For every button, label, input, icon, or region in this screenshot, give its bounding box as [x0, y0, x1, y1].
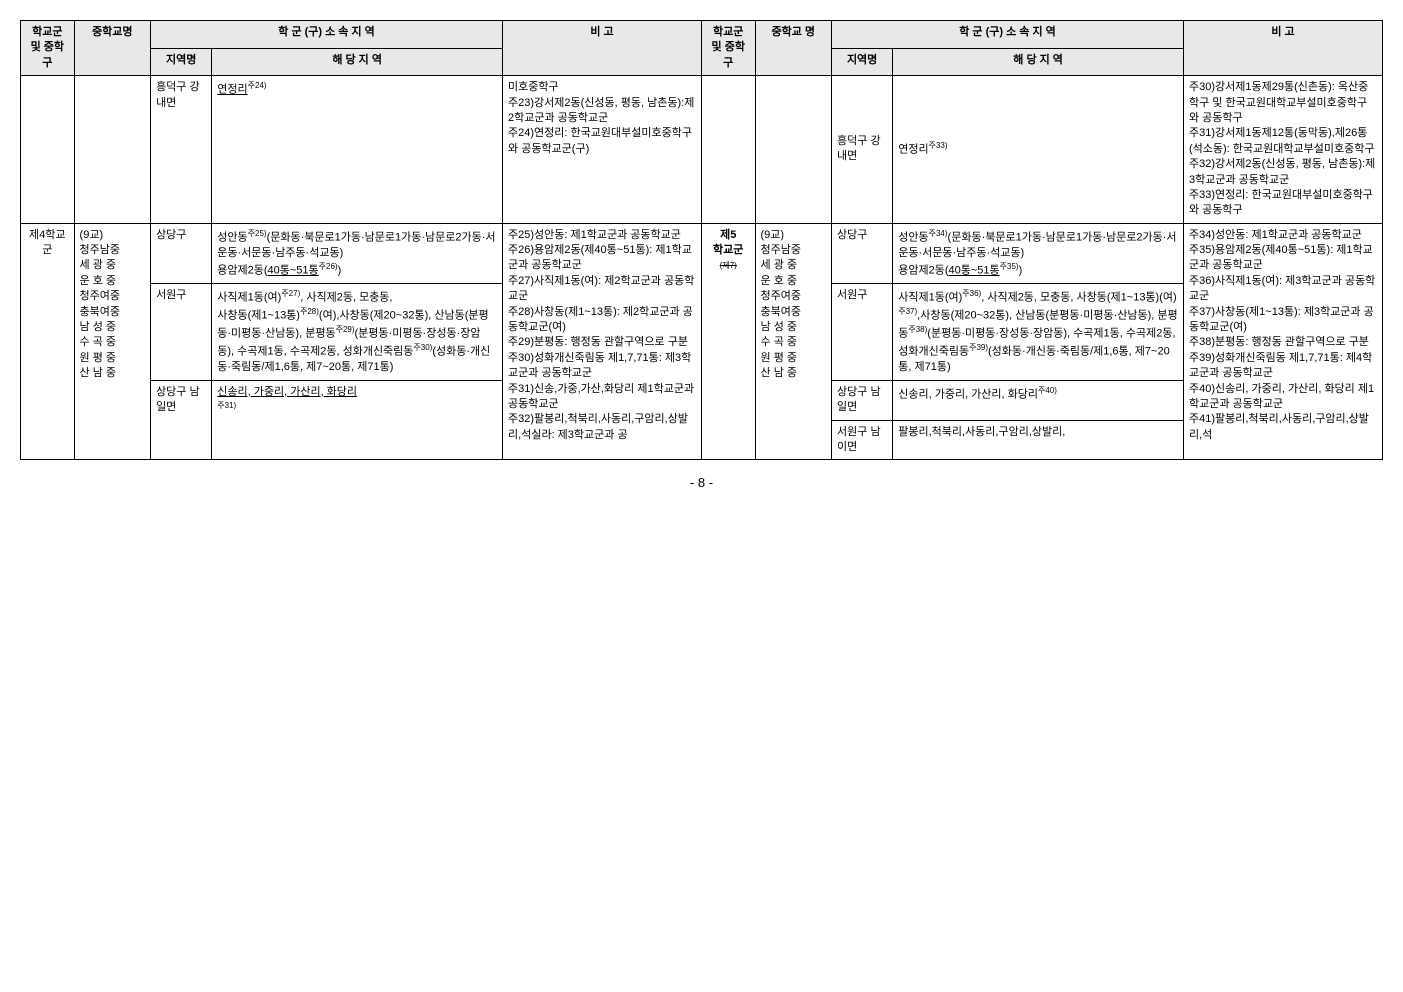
hdr-note-left: 비 고	[503, 21, 702, 76]
cell-group4: 제4학교군	[21, 223, 75, 460]
cell-schools-left: (9교) 청주남중 세 광 중 운 호 중 청주여중 충북여중 남 성 중 수 …	[74, 223, 151, 460]
yeonjeongri-right: 연정리	[898, 144, 928, 156]
cell-seowon-area-right: 사직제1동(여)주36), 사직제2동, 모충동, 사창동(제1~13통)(여)…	[893, 284, 1184, 381]
cell-note-left-1: 미호중학구 주23)강서제2동(신성동, 평동, 남촌동):제2학교군과 공동학…	[503, 76, 702, 224]
hdr-region-area-left: 해 당 지 역	[212, 48, 503, 76]
cell-empty-1	[21, 76, 75, 224]
cell-empty-2	[74, 76, 151, 224]
cell-nami-area-right: 팔봉리,척북리,사동리,구암리,상발리,	[893, 420, 1184, 460]
cell-namil-area-right: 신송리, 가중리, 가산리, 화당리주40)	[893, 380, 1184, 420]
cell-note-right-1: 주30)강서제1동제29통(신촌동): 옥산중학구 및 한국교원대학교부설미호중…	[1184, 76, 1383, 224]
hdr-region-name-left: 지역명	[151, 48, 212, 76]
cell-area-right-1: 연정리주33)	[893, 76, 1184, 224]
hdr-school-right: 중학교 명	[755, 21, 832, 76]
cell-namil-left: 상당구 남일면	[151, 380, 212, 460]
hdr-region-name-right: 지역명	[832, 48, 893, 76]
hdr-region-left: 학 군 (구) 소 속 지 역	[151, 21, 503, 49]
cell-seowon-left: 서원구	[151, 284, 212, 381]
page-number: - 8 -	[20, 475, 1383, 490]
cell-schools-right: (9교) 청주남중 세 광 중 운 호 중 청주여중 충북여중 남 성 중 수 …	[755, 223, 832, 460]
yeonjeongri-left: 연정리	[217, 84, 247, 96]
hdr-region-right: 학 군 (구) 소 속 지 역	[832, 21, 1184, 49]
cell-namil-area-left: 신송리, 가중리, 가산리, 화당리주31)	[212, 380, 503, 460]
hdr-note-right: 비 고	[1184, 21, 1383, 76]
cell-sangdang-area-right: 성안동주34)(문화동·북문로1가동·남문로1가동·남문로2가동·서운동·서문동…	[893, 223, 1184, 283]
cell-empty-4	[755, 76, 832, 224]
cell-sangdang-left: 상당구	[151, 223, 212, 283]
hdr-region-area-right: 해 당 지 역	[893, 48, 1184, 76]
main-table: 학교군 및 중학구 중학교명 학 군 (구) 소 속 지 역 비 고 학교군 및…	[20, 20, 1383, 460]
cell-region-left-1: 흥덕구 강내면	[151, 76, 212, 224]
cell-area-left-1: 연정리주24)	[212, 76, 503, 224]
cell-namil-right: 상당구 남일면	[832, 380, 893, 420]
hdr-group-left: 학교군 및 중학구	[21, 21, 75, 76]
hdr-school-left: 중학교명	[74, 21, 151, 76]
row-heungdeok: 흥덕구 강내면 연정리주24) 미호중학구 주23)강서제2동(신성동, 평동,…	[21, 76, 1383, 224]
sup-33: 주33)	[929, 141, 948, 150]
hdr-group-right: 학교군 및 중학구	[701, 21, 755, 76]
cell-note-left-main: 주25)성안동: 제1학교군과 공동학교군 주26)용암제2동(제40통~51통…	[503, 223, 702, 460]
cell-note-right-main: 주34)성안동: 제1학교군과 공동학교군 주35)용암제2동(제40통~51통…	[1184, 223, 1383, 460]
cell-group5: 제5학교군(제7)	[701, 223, 755, 460]
header-row-1: 학교군 및 중학구 중학교명 학 군 (구) 소 속 지 역 비 고 학교군 및…	[21, 21, 1383, 49]
cell-seowon-right: 서원구	[832, 284, 893, 381]
cell-sangdang-area-left: 성안동주25)(문화동·북문로1가동·남문로1가동·남문로2가동·서운동·서문동…	[212, 223, 503, 283]
sup-24: 주24)	[248, 81, 267, 90]
cell-region-right-1: 흥덕구 강내면	[832, 76, 893, 224]
cell-empty-3	[701, 76, 755, 224]
cell-nami-right: 서원구 남이면	[832, 420, 893, 460]
row-group4-a: 제4학교군 (9교) 청주남중 세 광 중 운 호 중 청주여중 충북여중 남 …	[21, 223, 1383, 283]
cell-seowon-area-left: 사직제1동(여)주27), 사직제2동, 모충동,사창동(제1~13통)주28)…	[212, 284, 503, 381]
cell-sangdang-right: 상당구	[832, 223, 893, 283]
